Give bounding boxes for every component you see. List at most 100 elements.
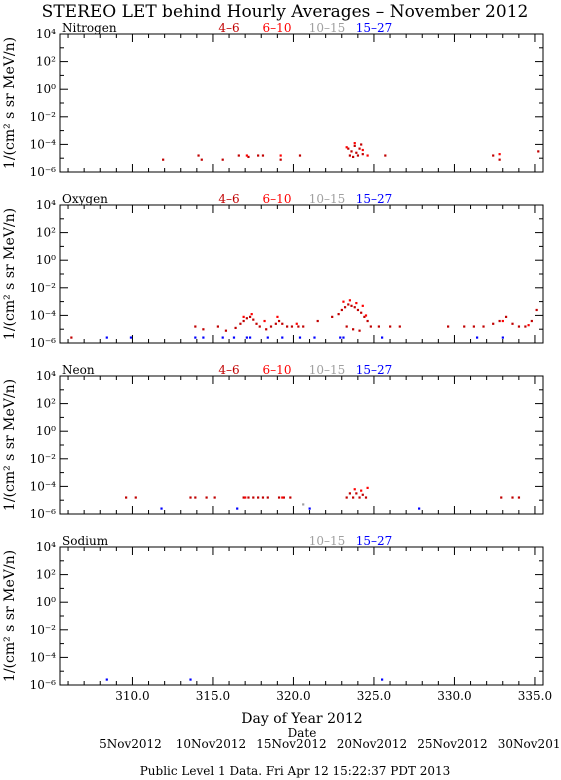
data-point bbox=[255, 322, 258, 325]
data-point bbox=[125, 496, 128, 499]
data-point bbox=[398, 325, 401, 328]
data-point bbox=[237, 154, 240, 157]
plot-frame bbox=[59, 375, 544, 515]
data-point bbox=[501, 319, 504, 323]
data-point bbox=[162, 158, 165, 161]
y-tick-label: 10⁰ bbox=[36, 424, 56, 438]
data-point bbox=[366, 319, 369, 323]
data-point bbox=[345, 496, 348, 499]
panel-nitrogen: 10⁴ 10² 10⁰ 10⁻² 10⁻⁴ 10⁻⁶ 1/(cm² s sr MeV/n) N… bbox=[2, 21, 544, 179]
panel-title: Nitrogen bbox=[62, 21, 117, 35]
x-tick-label: 315.0 bbox=[196, 689, 230, 703]
data-point bbox=[276, 315, 279, 318]
data-point bbox=[281, 336, 284, 339]
data-point bbox=[248, 315, 252, 318]
data-point bbox=[384, 154, 387, 157]
panels: 10⁴ 10² 10⁰ 10⁻² 10⁻⁴ 10⁻⁶ 1/(cm² s sr MeV/n) N… bbox=[2, 21, 552, 703]
data-point bbox=[245, 154, 248, 157]
data-point bbox=[339, 336, 342, 339]
data-point bbox=[286, 325, 289, 328]
data-point bbox=[348, 154, 351, 157]
date-tick-label: 5Nov2012 bbox=[99, 737, 162, 751]
data-point bbox=[350, 150, 353, 153]
data-point bbox=[281, 496, 284, 499]
data-point bbox=[194, 496, 197, 499]
data-point bbox=[472, 325, 475, 328]
data-point bbox=[197, 154, 200, 157]
data-point bbox=[205, 496, 208, 499]
data-point bbox=[277, 496, 281, 499]
data-point bbox=[189, 678, 192, 681]
chart-title: STEREO LET behind Hourly Averages – Nove… bbox=[42, 2, 529, 22]
y-tick-label: 10⁴ bbox=[36, 369, 56, 383]
data-point bbox=[265, 328, 268, 331]
data-point bbox=[232, 336, 236, 339]
data-point bbox=[342, 336, 345, 339]
y-tick-label: 10⁴ bbox=[36, 540, 56, 554]
data-point bbox=[498, 153, 501, 156]
legend-entry: 6–10 bbox=[263, 21, 292, 35]
data-point bbox=[353, 488, 356, 491]
public-data-notice: Public Level 1 Data. Fri Apr 12 15:22:37… bbox=[140, 764, 451, 778]
data-point bbox=[366, 154, 369, 157]
panel-oxygen: 10⁴ 10² 10⁰ 10⁻² 10⁻⁴ 10⁻⁶ 1/(cm² s sr MeV/n) O… bbox=[2, 192, 544, 350]
panel-title: Neon bbox=[62, 363, 95, 377]
data-point bbox=[511, 322, 514, 325]
y-tick-label: 10⁰ bbox=[36, 82, 56, 96]
date-tick-label: 15Nov2012 bbox=[256, 737, 326, 751]
data-point bbox=[248, 336, 252, 339]
data-point bbox=[492, 322, 495, 325]
data-point bbox=[224, 329, 228, 332]
data-point bbox=[447, 325, 450, 328]
legend-entry: 10–15 bbox=[309, 363, 346, 377]
data-point bbox=[250, 313, 253, 316]
legend-entry: 10–15 bbox=[309, 534, 346, 548]
x-tick-label: 335.0 bbox=[518, 689, 552, 703]
data-point bbox=[358, 496, 361, 499]
data-point bbox=[361, 148, 364, 152]
data-point bbox=[358, 147, 361, 150]
x-tick-label: 310.0 bbox=[115, 689, 149, 703]
data-point bbox=[70, 336, 73, 339]
legend-entry: 6–10 bbox=[263, 192, 292, 206]
data-point bbox=[389, 325, 392, 328]
panel-sodium: 10⁴ 10² 10⁰ 10⁻² 10⁻⁴ 10⁻⁶ 310.0 315.0 320.0 325.… bbox=[2, 534, 552, 703]
data-point bbox=[281, 322, 284, 325]
data-point bbox=[266, 336, 269, 339]
data-point bbox=[200, 158, 203, 161]
data-point bbox=[369, 325, 372, 328]
data-point bbox=[418, 507, 421, 510]
data-point bbox=[463, 325, 466, 328]
data-point bbox=[482, 325, 485, 328]
y-tick-label: 10⁻² bbox=[30, 281, 57, 295]
y-tick-label: 10⁻⁶ bbox=[30, 678, 57, 692]
data-point bbox=[360, 489, 363, 492]
data-point bbox=[202, 328, 205, 331]
data-point bbox=[381, 678, 384, 681]
data-point bbox=[347, 147, 350, 150]
data-point bbox=[356, 154, 360, 157]
data-point bbox=[194, 336, 197, 339]
y-tick-label: 10⁰ bbox=[36, 595, 56, 609]
y-tick-label: 10⁻² bbox=[30, 452, 57, 466]
data-point bbox=[527, 324, 530, 327]
data-point bbox=[242, 315, 245, 318]
data-point bbox=[105, 336, 108, 339]
data-point bbox=[263, 319, 266, 323]
x-tick-label: 330.0 bbox=[437, 689, 471, 703]
data-point bbox=[277, 319, 281, 323]
data-point bbox=[500, 496, 503, 499]
data-point bbox=[517, 325, 521, 328]
x-axis-label: Day of Year 2012 bbox=[241, 711, 362, 727]
data-point bbox=[308, 507, 311, 510]
y-tick-label: 10⁻² bbox=[30, 623, 57, 637]
data-point bbox=[345, 146, 348, 149]
data-point bbox=[266, 496, 269, 499]
data-point bbox=[352, 496, 355, 499]
panel-title: Oxygen bbox=[62, 192, 108, 206]
y-axis-label: 1/(cm² s sr MeV/n) bbox=[2, 208, 18, 340]
date-tick-label: 20Nov2012 bbox=[337, 737, 407, 751]
data-point bbox=[289, 496, 292, 499]
data-point bbox=[342, 300, 345, 303]
legend-entry: 15–27 bbox=[356, 363, 393, 377]
